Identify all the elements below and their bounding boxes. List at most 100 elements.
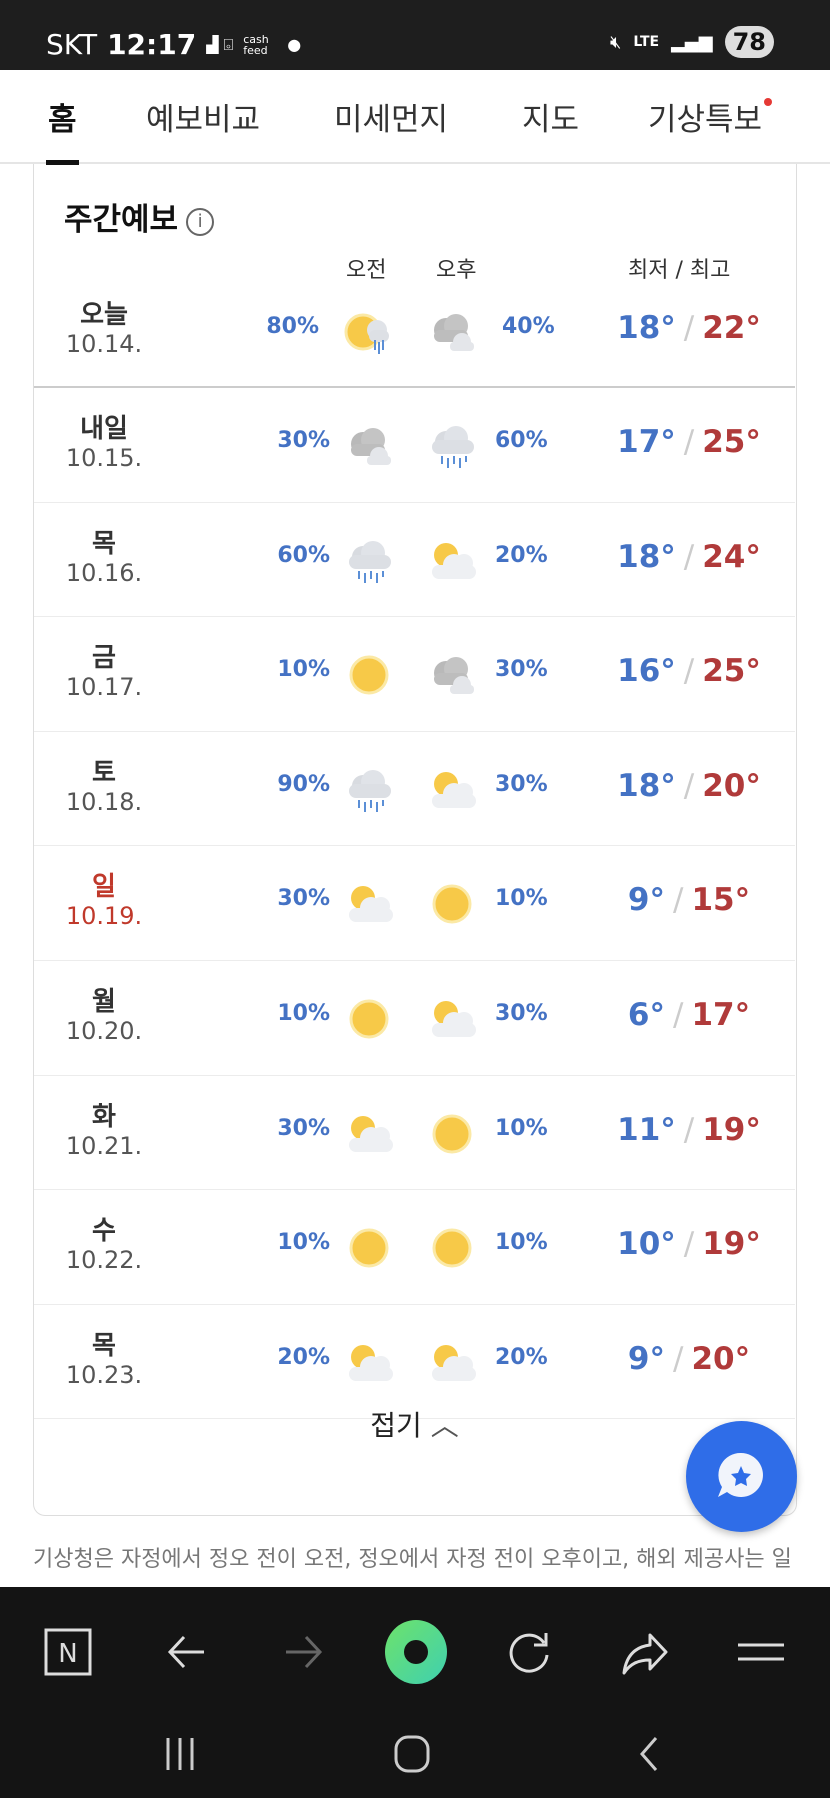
- chevron-up-icon: ︿: [430, 1409, 459, 1442]
- low-temp: 16°: [617, 653, 676, 690]
- temp-range: 16°/25°: [594, 653, 784, 689]
- temp-range: 18°/20°: [594, 768, 784, 804]
- pm-precip: 10%: [495, 886, 548, 912]
- am-precip: 20%: [277, 1344, 330, 1370]
- share-icon[interactable]: [620, 1627, 670, 1677]
- temp-range: 9°/20°: [594, 1341, 784, 1377]
- day-label: 수: [92, 1216, 116, 1247]
- am-precip: 10%: [277, 1001, 330, 1026]
- temp-range: 17°/25°: [594, 424, 784, 460]
- sunny-icon: [349, 999, 389, 1039]
- home-icon[interactable]: [392, 1734, 432, 1774]
- section-title: 주간예보 i: [64, 194, 215, 239]
- separator: /: [683, 538, 695, 575]
- am-precip: 30%: [277, 428, 330, 453]
- tab-map[interactable]: 지도: [522, 102, 580, 138]
- browser-toolbar: N: [0, 1587, 830, 1798]
- carrier: SKT: [46, 28, 98, 61]
- low-temp: 18°: [617, 310, 676, 346]
- temp-range: 18°/24°: [594, 539, 784, 575]
- rain-icon: [349, 769, 391, 812]
- low-temp: 11°: [617, 1111, 676, 1148]
- low-temp: 6°: [627, 997, 665, 1033]
- system-back-icon[interactable]: [630, 1734, 670, 1774]
- menu-icon[interactable]: [736, 1627, 786, 1677]
- sunny-icon: [432, 884, 472, 924]
- day-label: 오늘: [80, 300, 128, 330]
- forecast-row: 일 10.19. 30% 10% 9°/15°: [34, 846, 795, 961]
- am-precip: 60%: [277, 542, 330, 568]
- tab-weather-alert[interactable]: 기상특보: [648, 94, 773, 139]
- rain-icon: [432, 426, 474, 468]
- info-icon[interactable]: i: [186, 208, 215, 236]
- temp-range: 6°/17°: [594, 997, 784, 1033]
- tab-label: 기상특보: [648, 102, 763, 138]
- separator: /: [683, 767, 695, 804]
- date-label: 10.15.: [65, 444, 143, 472]
- partly-cloudy-icon: [432, 771, 476, 808]
- date-label: 10.23.: [65, 1360, 143, 1389]
- partly-cloudy-icon: [432, 542, 476, 579]
- pm-precip: 30%: [495, 657, 548, 683]
- separator: /: [672, 1340, 684, 1377]
- pm-header: 오후: [436, 258, 477, 283]
- forecast-row: 수 10.22. 10% 10% 10°/19°: [34, 1190, 795, 1305]
- date-label: 10.14.: [65, 330, 143, 358]
- title-text: 주간예보: [64, 202, 179, 238]
- date-label: 10.22.: [65, 1246, 143, 1275]
- partly-cloudy-icon: [432, 1344, 476, 1381]
- svg-text:N: N: [58, 1639, 77, 1669]
- pm-precip: 20%: [495, 542, 548, 568]
- separator: /: [672, 882, 684, 919]
- day-label: 일: [92, 872, 116, 903]
- separator: /: [672, 997, 684, 1033]
- tab-forecast-compare[interactable]: 예보비교: [146, 102, 261, 138]
- pm-precip: 20%: [495, 1344, 548, 1370]
- status-bar: SKT 12:17 ▟ ⌻ cash feed ● 🔇︎ LTE ▂▄▆ 78: [0, 0, 830, 70]
- separator: /: [683, 424, 695, 460]
- forecast-row: 내일 10.15. 30% 60% 17°/25°: [34, 388, 795, 503]
- separator: /: [683, 310, 695, 346]
- chat-star-icon: [718, 1452, 763, 1497]
- forecast-row: 화 10.21. 30% 10% 11°/19°: [34, 1076, 795, 1191]
- battery: 78: [724, 26, 774, 58]
- sunny-icon: [349, 655, 389, 695]
- day-label: 목: [92, 1330, 116, 1361]
- chat-fab-button[interactable]: [686, 1421, 797, 1532]
- pm-precip: 30%: [495, 771, 548, 797]
- tab-home[interactable]: 홈: [46, 94, 79, 165]
- forecast-row: 월 10.20. 10% 30% 6°/17°: [34, 961, 795, 1076]
- date-label: 10.19.: [65, 902, 143, 931]
- low-temp: 10°: [617, 1226, 676, 1263]
- sun-rain-icon: [344, 313, 389, 354]
- high-temp: 15°: [691, 882, 751, 919]
- low-temp: 18°: [617, 538, 676, 575]
- partly-cloudy-icon: [432, 1001, 476, 1037]
- date-label: 10.20.: [65, 1017, 143, 1045]
- refresh-icon[interactable]: [504, 1627, 554, 1677]
- temp-header: 최저 / 최고: [628, 258, 731, 283]
- am-precip: 10%: [277, 657, 330, 683]
- forecast-row: 목 10.16. 60% 20% 18°/24°: [34, 503, 795, 618]
- am-precip: 30%: [277, 886, 330, 912]
- recent-apps-icon[interactable]: [160, 1734, 200, 1774]
- am-precip: 30%: [277, 1115, 330, 1141]
- forecast-row: 목 10.23. 20% 20% 9°/20°: [34, 1305, 795, 1420]
- partly-cloudy-icon: [349, 1344, 393, 1381]
- green-dot-home-icon[interactable]: [384, 1619, 448, 1685]
- high-temp: 22°: [702, 310, 761, 346]
- temp-range: 18°/22°: [594, 310, 784, 346]
- back-arrow-icon[interactable]: [162, 1627, 212, 1677]
- partly-cloudy-icon: [349, 1115, 393, 1152]
- forecast-row: 오늘 10.14. 80% 40% 18°/22°: [34, 274, 795, 388]
- high-temp: 25°: [702, 653, 761, 690]
- fold-button[interactable]: 접기 ︿: [34, 1404, 795, 1444]
- cloudy-icon: [434, 314, 474, 351]
- tab-fine-dust[interactable]: 미세먼지: [334, 102, 449, 138]
- pm-precip: 10%: [495, 1230, 548, 1256]
- date-label: 10.17.: [65, 673, 143, 702]
- forward-arrow-icon[interactable]: [278, 1627, 328, 1677]
- am-header: 오전: [346, 258, 387, 283]
- naver-home-icon[interactable]: N: [43, 1627, 93, 1677]
- low-temp: 18°: [617, 767, 676, 804]
